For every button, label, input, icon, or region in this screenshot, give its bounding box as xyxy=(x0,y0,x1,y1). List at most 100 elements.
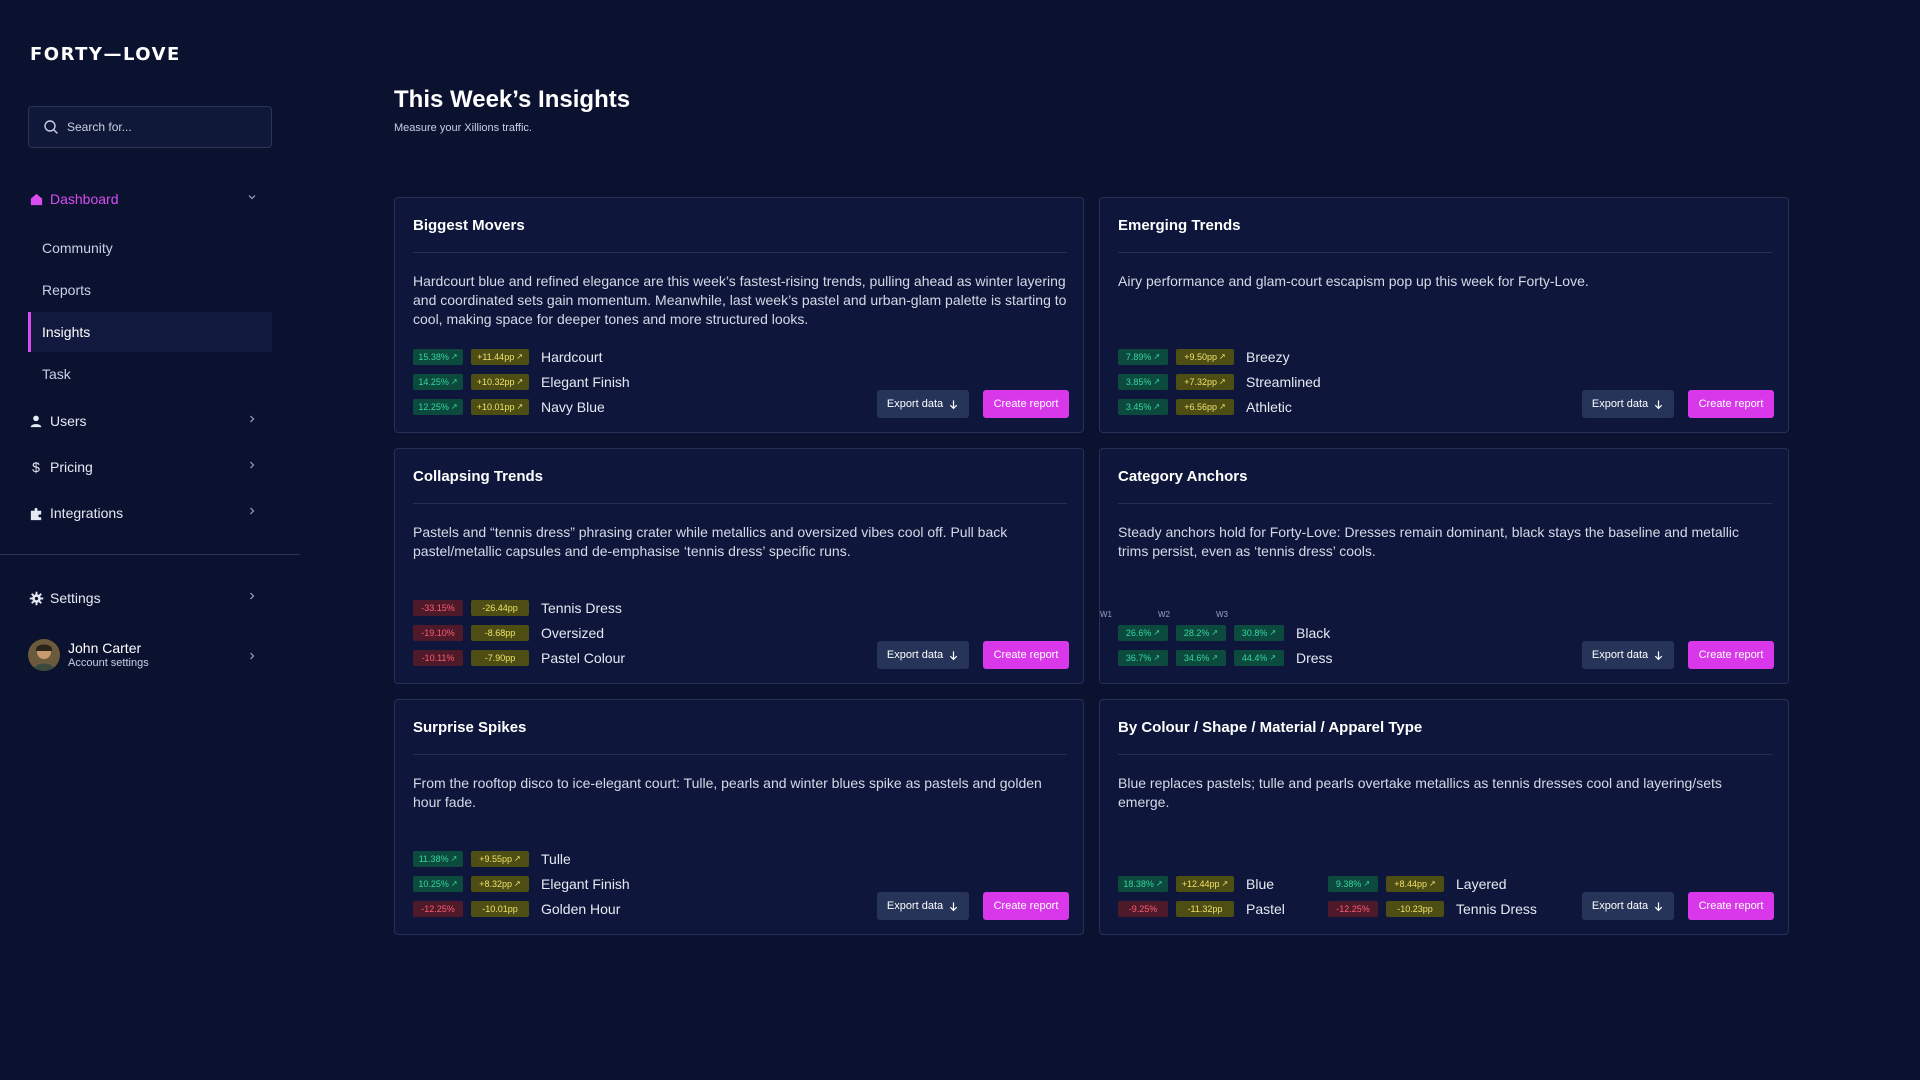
sidebar-item-community[interactable]: Community xyxy=(28,228,272,268)
list-item: 26.6% ↗ 28.2% ↗ 30.8% ↗ Black xyxy=(1118,624,1330,642)
arrow-up-right-icon: ↗ xyxy=(1363,879,1371,888)
delta-value: -10.01pp xyxy=(482,904,518,914)
card-description: Airy performance and glam-court escapism… xyxy=(1118,273,1589,289)
percent-value: 10.25% xyxy=(418,879,449,889)
trend-label: Hardcourt xyxy=(541,349,603,365)
card-description: From the rooftop disco to ice-elegant co… xyxy=(413,775,1042,810)
create-report-button[interactable]: Create report xyxy=(983,892,1069,920)
chevron-right-icon xyxy=(250,652,255,660)
trend-label: Elegant Finish xyxy=(541,374,630,390)
nav-users[interactable]: Users xyxy=(28,409,272,433)
nav-users-label: Users xyxy=(50,413,87,429)
create-label: Create report xyxy=(1698,649,1764,661)
home-icon xyxy=(28,191,44,207)
create-label: Create report xyxy=(993,398,1059,410)
card-description: Steady anchors hold for Forty-Love: Dres… xyxy=(1118,524,1739,559)
list-item: -19.10% -8.68pp Oversized xyxy=(413,624,604,642)
delta-badge: +7.32pp ↗ xyxy=(1176,374,1234,390)
create-report-button[interactable]: Create report xyxy=(983,641,1069,669)
list-item: -10.11% -7.90pp Pastel Colour xyxy=(413,649,625,667)
chevron-right-icon xyxy=(250,461,255,469)
trend-label: Elegant Finish xyxy=(541,876,630,892)
page-title: This Week’s Insights xyxy=(394,86,631,113)
arrow-up-right-icon: ↗ xyxy=(450,854,458,863)
list-item: 9.38% ↗ +8.44pp ↗ Layered xyxy=(1328,875,1507,893)
card-description: Pastels and “tennis dress” phrasing crat… xyxy=(413,524,1008,559)
trend-label: Black xyxy=(1296,625,1331,641)
create-label: Create report xyxy=(993,649,1059,661)
card-emerging-trends: Emerging Trends Airy performance and glam… xyxy=(1099,197,1789,433)
arrow-up-right-icon: ↗ xyxy=(516,377,524,386)
create-report-button[interactable]: Create report xyxy=(983,390,1069,418)
arrow-up-right-icon: ↗ xyxy=(450,377,458,386)
list-item: 15.38% ↗ +11.44pp ↗ Hardcourt xyxy=(413,348,602,366)
percent-badge: 9.38% ↗ xyxy=(1328,876,1378,892)
list-item: 18.38% ↗ +12.44pp ↗ Blue xyxy=(1118,875,1274,893)
percent-value: 44.4% xyxy=(1241,653,1268,663)
user-icon xyxy=(28,413,44,429)
trend-label: Navy Blue xyxy=(541,399,605,415)
create-label: Create report xyxy=(1698,398,1764,410)
create-label: Create report xyxy=(1698,900,1764,912)
export-data-button[interactable]: Export data xyxy=(877,390,969,418)
delta-badge: +9.50pp ↗ xyxy=(1176,349,1234,365)
delta-badge: +12.44pp ↗ xyxy=(1176,876,1234,892)
percent-badge: 18.38% ↗ xyxy=(1118,876,1168,892)
percent-badge: -10.11% xyxy=(413,650,463,666)
create-report-button[interactable]: Create report xyxy=(1688,390,1774,418)
nav-integrations[interactable]: Integrations xyxy=(28,501,272,525)
card-title: By Colour / Shape / Material / Apparel T… xyxy=(1118,719,1423,736)
nav-pricing[interactable]: $ Pricing xyxy=(28,455,272,479)
arrow-down-icon xyxy=(949,650,958,660)
arrow-up-right-icon: ↗ xyxy=(1211,628,1219,637)
card-collapsing-trends: Collapsing Trends Pastels and “tennis dre… xyxy=(394,448,1084,684)
delta-value: -7.90pp xyxy=(484,653,516,663)
list-item: 3.45% ↗ +6.56pp ↗ Athletic xyxy=(1118,398,1292,416)
account-menu[interactable]: John Carter Account settings xyxy=(28,638,272,672)
sidebar-item-insights[interactable]: Insights xyxy=(28,312,272,352)
search-input[interactable] xyxy=(67,120,257,134)
card-biggest-movers: Biggest Movers Hardcourt blue and refined… xyxy=(394,197,1084,433)
list-item: 10.25% ↗ +8.32pp ↗ Elegant Finish xyxy=(413,875,630,893)
delta-value: +12.44pp xyxy=(1181,879,1220,889)
create-report-button[interactable]: Create report xyxy=(1688,641,1774,669)
percent-value: 3.85% xyxy=(1125,377,1152,387)
trend-label: Pastel xyxy=(1246,901,1285,917)
arrow-up-right-icon: ↗ xyxy=(1269,653,1277,662)
delta-value: +10.01pp xyxy=(476,402,515,412)
week-label: W1 xyxy=(1100,610,1112,619)
arrow-up-right-icon: ↗ xyxy=(1153,628,1161,637)
nav-settings[interactable]: Settings xyxy=(28,586,272,610)
percent-value: 11.38% xyxy=(418,854,449,864)
card-title: Collapsing Trends xyxy=(413,468,544,485)
delta-value: +8.44pp xyxy=(1394,879,1428,889)
card-description: Hardcourt blue and refined elegance are … xyxy=(413,273,1067,327)
nav-dashboard[interactable]: Dashboard xyxy=(28,187,272,211)
list-item: 36.7% ↗ 34.6% ↗ 44.4% ↗ Dress xyxy=(1118,649,1333,667)
arrow-up-right-icon: ↗ xyxy=(1219,377,1226,386)
card-category-anchors: Category Anchors Steady anchors hold for … xyxy=(1099,448,1789,684)
delta-badge: +11.44pp ↗ xyxy=(471,349,529,365)
create-report-button[interactable]: Create report xyxy=(1688,892,1774,920)
export-data-button[interactable]: Export data xyxy=(1582,892,1674,920)
export-label: Export data xyxy=(886,398,944,410)
create-label: Create report xyxy=(993,900,1059,912)
export-data-button[interactable]: Export data xyxy=(877,892,969,920)
list-item: 14.25% ↗ +10.32pp ↗ Elegant Finish xyxy=(413,373,630,391)
list-item: -12.25% -10.01pp Golden Hour xyxy=(413,900,620,918)
nav-settings-label: Settings xyxy=(50,590,101,606)
export-data-button[interactable]: Export data xyxy=(1582,641,1674,669)
export-data-button[interactable]: Export data xyxy=(1582,390,1674,418)
user-meta: John Carter Account settings xyxy=(68,640,149,668)
logo: FORTY—LOVE xyxy=(30,44,181,65)
percent-value: -33.15% xyxy=(421,603,455,613)
sidebar-item-reports[interactable]: Reports xyxy=(28,270,272,310)
export-data-button[interactable]: Export data xyxy=(877,641,969,669)
sidebar-item-task[interactable]: Task xyxy=(28,354,272,394)
search-box[interactable] xyxy=(28,106,272,148)
percent-value: 34.6% xyxy=(1183,653,1210,663)
percent-badge: 26.6% ↗ xyxy=(1118,625,1168,641)
arrow-up-right-icon: ↗ xyxy=(516,352,523,361)
percent-badge: 30.8% ↗ xyxy=(1234,625,1284,641)
card-divider xyxy=(413,503,1067,504)
